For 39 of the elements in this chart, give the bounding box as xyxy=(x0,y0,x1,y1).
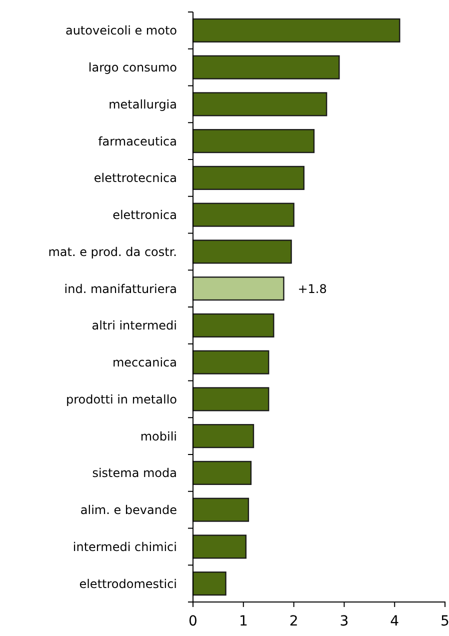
y-tick-label: prodotti in metallo xyxy=(66,392,177,406)
x-tick-label: 1 xyxy=(238,613,248,630)
y-tick-label: intermedi chimici xyxy=(72,540,177,554)
x-tick-label: 4 xyxy=(390,613,400,630)
y-tick-label: mat. e prod. da costr. xyxy=(48,244,177,259)
y-tick-label: meccanica xyxy=(112,356,177,370)
bar xyxy=(192,92,328,116)
y-tick-label: sistema moda xyxy=(92,466,177,480)
y-tick-label: altri intermedi xyxy=(92,318,177,333)
x-tick-label: 0 xyxy=(188,613,198,630)
bar xyxy=(192,498,250,522)
y-tick-label: autoveicoli e moto xyxy=(65,24,177,38)
bar xyxy=(192,572,226,596)
bar xyxy=(192,424,254,448)
bar xyxy=(192,240,292,264)
x-tick-label: 5 xyxy=(440,613,449,630)
y-tick-label: mobili xyxy=(140,429,177,444)
y-tick-label: largo consumo xyxy=(88,60,177,75)
bar xyxy=(192,166,304,190)
bar xyxy=(192,129,315,154)
bar xyxy=(192,276,284,301)
y-tick-label: farmaceutica xyxy=(98,134,177,148)
bar xyxy=(192,18,400,42)
y-tick-label: elettrotecnica xyxy=(94,171,177,186)
bar xyxy=(192,460,252,485)
bar xyxy=(192,313,274,338)
y-tick-label: ind. manifatturiera xyxy=(64,282,177,296)
x-tick-label: 3 xyxy=(340,613,349,630)
bar xyxy=(192,534,247,559)
bar xyxy=(192,387,270,412)
bar xyxy=(192,350,270,374)
y-tick-label: alim. e bevande xyxy=(80,503,177,518)
data-label: +1.8 xyxy=(298,282,327,296)
bar xyxy=(192,202,294,227)
bar xyxy=(192,55,340,80)
y-tick-label: metallurgia xyxy=(108,97,177,112)
y-tick-label: elettrodomestici xyxy=(79,576,177,591)
y-tick-label: elettronica xyxy=(112,208,177,222)
x-tick-label: 2 xyxy=(289,613,298,630)
